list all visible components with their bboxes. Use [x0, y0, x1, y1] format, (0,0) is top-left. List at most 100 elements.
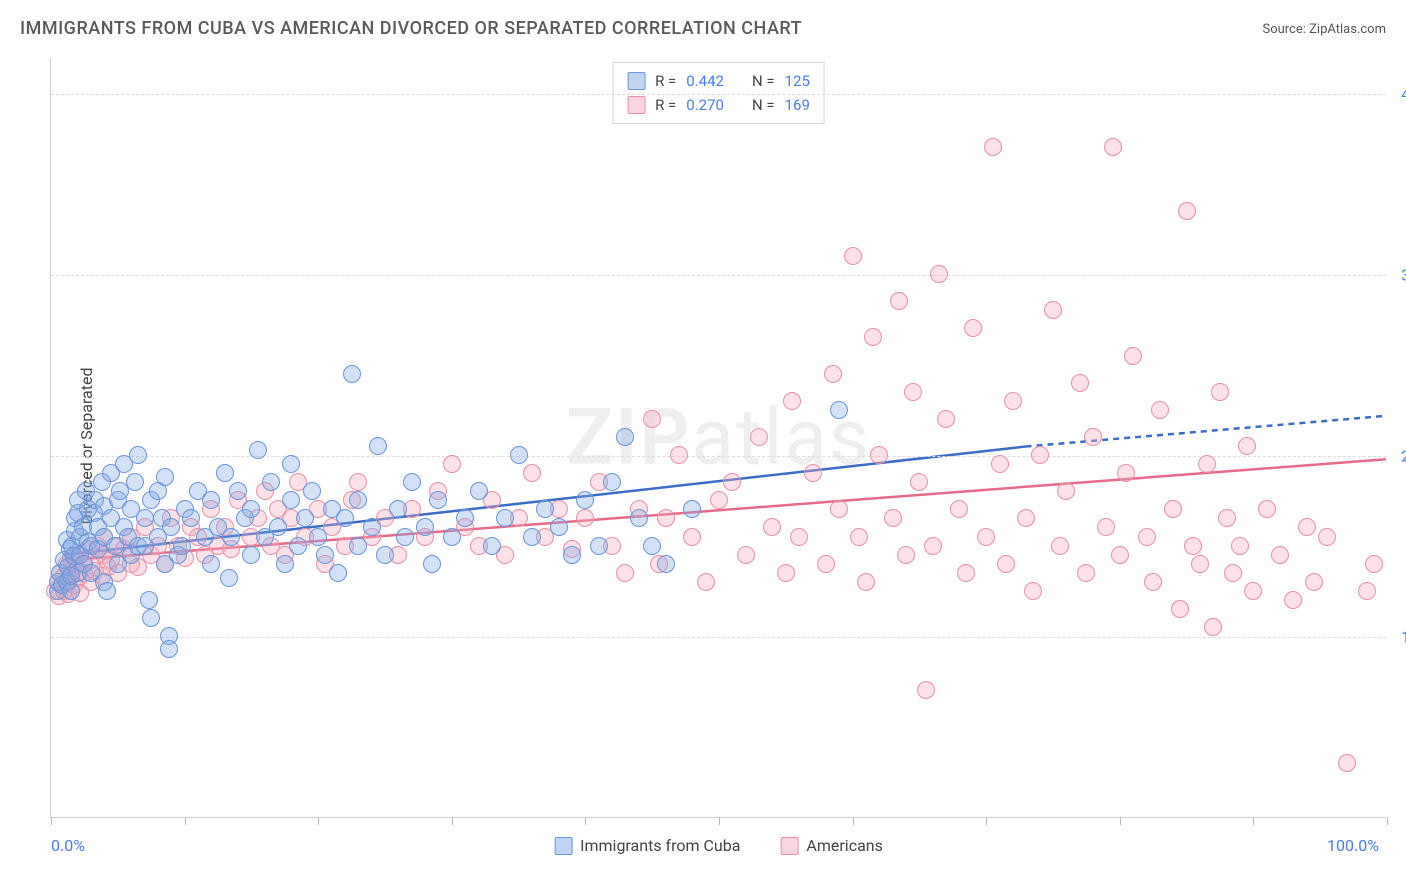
data-point-blue [336, 509, 354, 527]
y-tick-label: 20.0% [1392, 447, 1406, 466]
source-name: ZipAtlas.com [1309, 22, 1386, 37]
data-point-pink [977, 528, 995, 546]
data-point-blue [222, 528, 240, 546]
data-point-pink [824, 365, 842, 383]
data-point-pink [930, 265, 948, 283]
data-point-blue [830, 401, 848, 419]
legend-pink-label: Americans [806, 836, 882, 855]
data-point-pink [1258, 500, 1276, 518]
data-point-pink [683, 528, 701, 546]
data-point-blue [510, 446, 528, 464]
x-tick [452, 817, 453, 825]
data-point-blue [296, 509, 314, 527]
n-prefix: N = [752, 96, 775, 114]
data-point-pink [997, 555, 1015, 573]
data-point-blue [536, 500, 554, 518]
data-point-pink [1318, 528, 1336, 546]
data-point-blue [590, 537, 608, 555]
data-point-pink [443, 455, 461, 473]
data-point-pink [710, 491, 728, 509]
data-point-pink [1044, 301, 1062, 319]
data-point-blue [140, 591, 158, 609]
data-point-pink [804, 464, 822, 482]
data-point-pink [1104, 138, 1122, 156]
data-point-blue [162, 518, 180, 536]
data-point-blue [483, 537, 501, 555]
data-point-pink [523, 464, 541, 482]
data-point-pink [964, 319, 982, 337]
data-point-blue [129, 446, 147, 464]
data-point-blue [202, 555, 220, 573]
data-point-blue [396, 528, 414, 546]
data-point-blue [389, 500, 407, 518]
swatch-blue-icon [554, 837, 572, 855]
x-tick [853, 817, 854, 825]
data-point-pink [1111, 546, 1129, 564]
x-tick [1253, 817, 1254, 825]
data-point-pink [777, 564, 795, 582]
data-point-blue [349, 491, 367, 509]
data-point-blue [363, 518, 381, 536]
pink-n-value: 169 [785, 96, 810, 114]
data-point-blue [496, 509, 514, 527]
x-tick [719, 817, 720, 825]
data-point-pink [1071, 374, 1089, 392]
pink-r-value: 0.270 [686, 96, 724, 114]
correlation-legend: R = 0.442 N = 125 R = 0.270 N = 169 [612, 62, 825, 124]
swatch-blue-icon [627, 72, 645, 90]
data-point-pink [750, 428, 768, 446]
data-point-pink [1231, 537, 1249, 555]
x-tick [51, 817, 52, 825]
data-point-blue [282, 455, 300, 473]
x-tick-label: 100.0% [1327, 836, 1379, 855]
data-point-pink [1358, 582, 1376, 600]
data-point-pink [991, 455, 1009, 473]
data-point-pink [1271, 546, 1289, 564]
data-point-pink [643, 410, 661, 428]
data-point-blue [423, 555, 441, 573]
data-point-pink [1004, 392, 1022, 410]
data-point-blue [276, 555, 294, 573]
data-point-pink [1017, 509, 1035, 527]
data-point-pink [884, 509, 902, 527]
data-point-pink [657, 509, 675, 527]
data-point-pink [616, 564, 634, 582]
source-prefix: Source: [1262, 22, 1309, 37]
swatch-pink-icon [780, 837, 798, 855]
data-point-blue [456, 509, 474, 527]
data-point-pink [1244, 582, 1262, 600]
x-tick [185, 817, 186, 825]
x-tick [585, 817, 586, 825]
data-point-pink [1338, 754, 1356, 772]
data-point-blue [630, 509, 648, 527]
data-point-pink [910, 473, 928, 491]
data-point-pink [1164, 500, 1182, 518]
data-point-pink [1284, 591, 1302, 609]
data-point-blue [62, 582, 80, 600]
gridline [51, 637, 1386, 638]
n-prefix: N = [752, 72, 775, 90]
data-point-blue [616, 428, 634, 446]
data-point-pink [1178, 202, 1196, 220]
data-point-blue [309, 528, 327, 546]
data-point-blue [416, 518, 434, 536]
x-tick [1120, 817, 1121, 825]
data-point-pink [1144, 573, 1162, 591]
gridline [51, 275, 1386, 276]
data-point-blue [282, 491, 300, 509]
data-point-pink [864, 328, 882, 346]
y-tick-label: 40.0% [1392, 85, 1406, 104]
data-point-pink [1077, 564, 1095, 582]
data-point-pink [783, 392, 801, 410]
gridline [51, 94, 1386, 95]
data-point-blue [563, 546, 581, 564]
blue-n-value: 125 [785, 72, 810, 90]
data-point-pink [1031, 446, 1049, 464]
data-point-pink [763, 518, 781, 536]
data-point-blue [576, 491, 594, 509]
data-point-blue [683, 500, 701, 518]
data-point-blue [349, 537, 367, 555]
data-point-pink [1224, 564, 1242, 582]
data-point-blue [523, 528, 541, 546]
data-point-blue [142, 609, 160, 627]
